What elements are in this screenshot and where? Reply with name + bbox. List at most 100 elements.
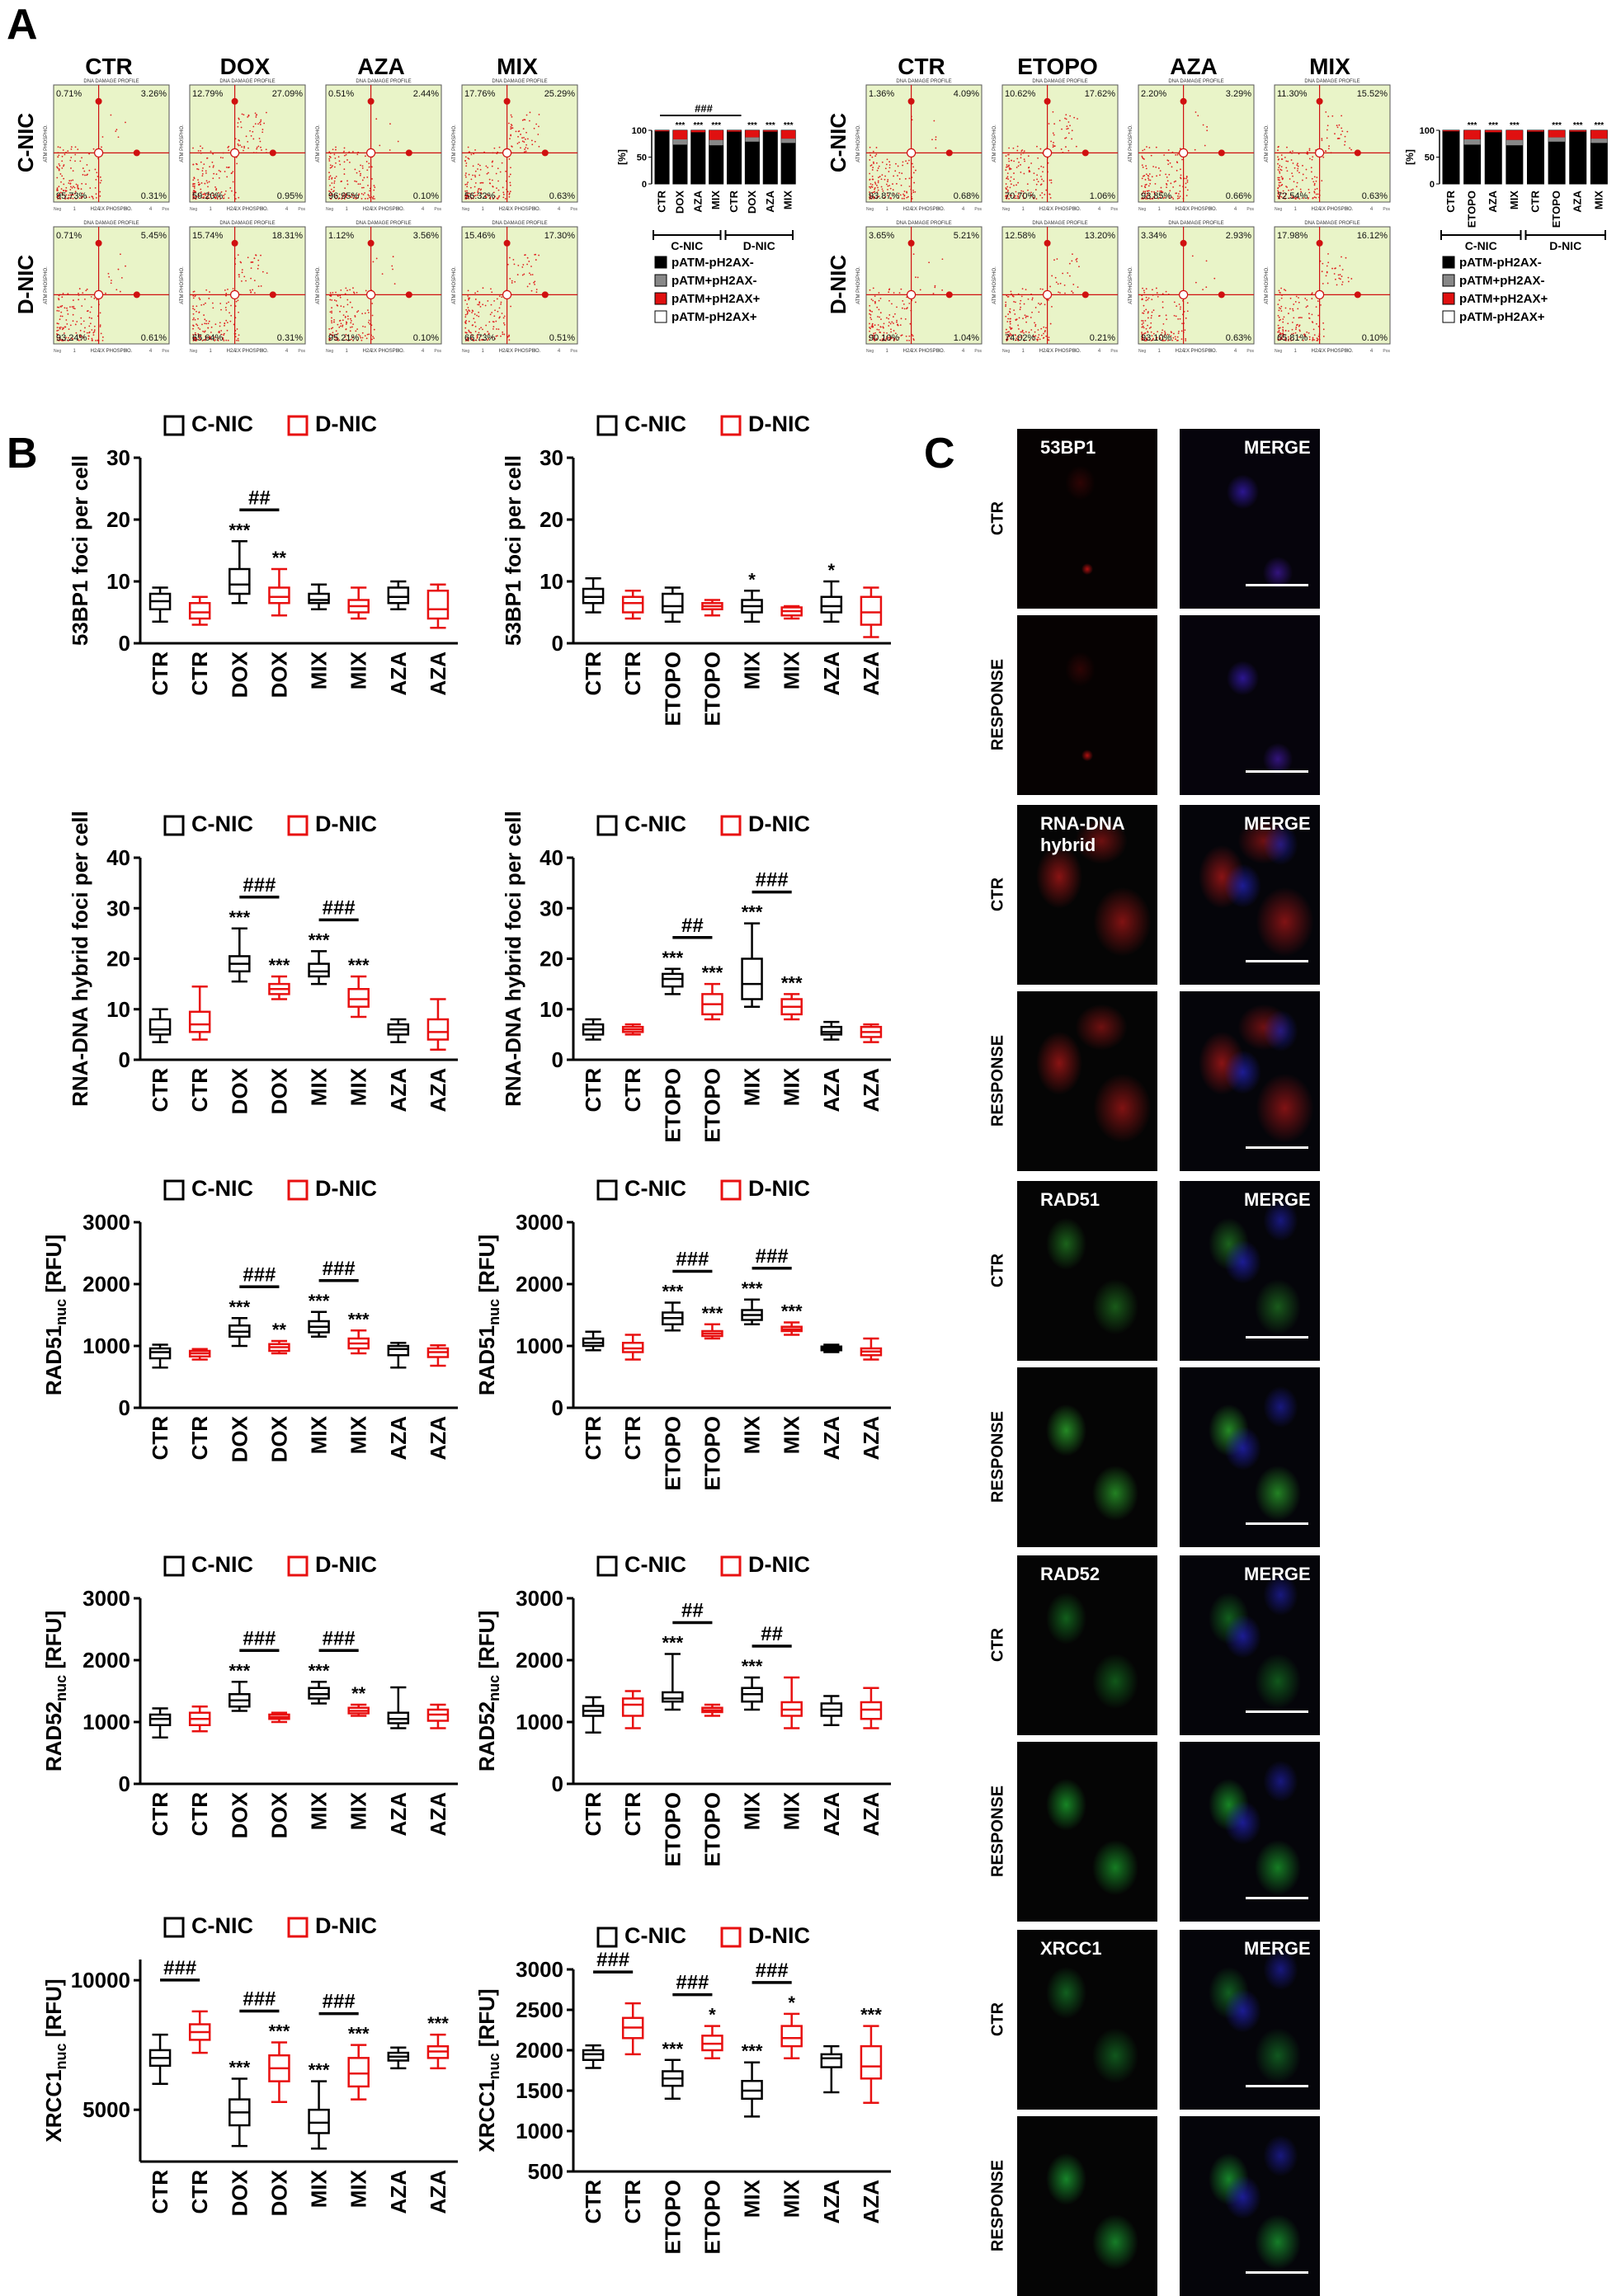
flow-dot (217, 337, 219, 340)
flow-pos-label: Pos (162, 207, 169, 212)
flow-dot (69, 197, 72, 200)
flow-dot (260, 146, 262, 148)
flow-dot (224, 306, 227, 308)
flow-yaxis-label: ATM PHOSPHO. (1265, 125, 1270, 162)
flow-dot (874, 301, 876, 303)
flow-dot (497, 167, 499, 170)
flow-dot (360, 164, 361, 167)
flow-dot (215, 196, 218, 198)
flow-dot (1311, 313, 1313, 316)
legend-swatch-dnic (720, 1555, 742, 1577)
flow-dot (477, 190, 479, 192)
flow-dot (1161, 339, 1163, 341)
flow-dot (1164, 332, 1166, 334)
flow-dot (192, 163, 195, 166)
flow-dot (105, 292, 106, 294)
micro-merge-image (1180, 991, 1320, 1171)
flow-dot (1312, 339, 1313, 341)
flow-dot (872, 287, 874, 289)
flow-dot (1280, 166, 1283, 168)
flow-dot (888, 164, 891, 166)
quadrant-ll: 93.10% (1141, 333, 1172, 343)
flow-dot (58, 340, 60, 341)
x-tick-label: CTR (187, 2170, 212, 2214)
box-body (621, 1697, 644, 1717)
flow-dot (1320, 303, 1322, 306)
micro-merge-image (1180, 2116, 1320, 2296)
flow-dot (1321, 138, 1323, 140)
flow-dot (1148, 173, 1151, 175)
sig-stars: *** (1488, 121, 1498, 130)
gate-handle (405, 291, 412, 299)
flow-dot (915, 276, 917, 279)
flow-dot (508, 334, 510, 336)
flow-dot (1179, 308, 1181, 310)
flow-dot (368, 195, 370, 197)
flow-dot (934, 286, 936, 289)
flow-dot (888, 171, 890, 172)
flow-dot (205, 170, 207, 172)
flow-dot (81, 182, 83, 185)
x-tick-label: CTR (620, 1792, 645, 1837)
flow-dot (78, 197, 81, 200)
flow-dot (56, 336, 59, 339)
flow-dot (877, 167, 879, 169)
x-tick-label: MIX (780, 1791, 804, 1830)
flow-dot (355, 198, 357, 200)
flow-dot (1031, 311, 1033, 313)
flow-dot (1170, 182, 1172, 185)
flow-dot (1284, 193, 1287, 195)
hash-label: ### (676, 1972, 709, 1994)
flow-dot (533, 281, 535, 284)
legend-label-dnic: D-NIC (315, 1913, 377, 1938)
flow-plot-title: DNA DAMAGE PROFILE (896, 79, 951, 84)
flow-dot (1341, 269, 1344, 271)
legend-label: pATM+pH2AX- (1459, 274, 1544, 288)
flow-dot (1316, 187, 1318, 190)
flow-dot (888, 325, 890, 327)
flow-dot (1282, 332, 1284, 334)
flow-dot (258, 121, 261, 124)
flow-dot (1030, 317, 1032, 318)
flow-dot (194, 332, 196, 334)
flow-dot (1322, 335, 1325, 337)
row-label: C-NIC (13, 113, 38, 172)
flow-dot (478, 164, 481, 167)
flow-dot (347, 195, 350, 197)
flow-dot (220, 308, 222, 311)
flow-dot (238, 196, 240, 199)
flow-dot (474, 170, 477, 172)
quadrant-ll: 59.20% (192, 191, 224, 201)
y-tick-label: 100 (1420, 126, 1435, 136)
flow-dot (74, 160, 76, 162)
flow-dot (192, 327, 194, 330)
flow-dot (474, 299, 477, 300)
flow-dot (85, 183, 87, 186)
micro-merge-image: MERGE (1180, 1930, 1320, 2110)
flow-dot (365, 289, 367, 292)
flow-plot-title: DNA DAMAGE PROFILE (1304, 79, 1359, 84)
flow-dot (1322, 322, 1324, 324)
flow-dot (893, 330, 895, 332)
flow-xaxis-label: H2A.X PHOSPHO. (499, 207, 541, 212)
x-tick-label: ETOPO (660, 1416, 685, 1491)
flow-dot (1186, 310, 1189, 313)
flow-dot (57, 197, 59, 200)
box-body (662, 592, 684, 614)
bar-both (727, 130, 742, 132)
flow-dot (57, 329, 59, 332)
flow-dot (874, 187, 876, 189)
flow-dot (1156, 292, 1158, 294)
flow-dot (1152, 289, 1153, 291)
flow-dot (470, 198, 473, 200)
flow-dot (1185, 176, 1188, 178)
flow-dot (497, 196, 500, 199)
flow-dot (1030, 329, 1033, 331)
flow-dot (1151, 299, 1153, 301)
flow-dot (1034, 325, 1037, 327)
flow-dot (236, 162, 238, 165)
flow-dot (90, 295, 92, 298)
flow-dot (201, 170, 204, 172)
x-tick-label: MIX (780, 2179, 804, 2218)
flow-dot (869, 154, 872, 157)
